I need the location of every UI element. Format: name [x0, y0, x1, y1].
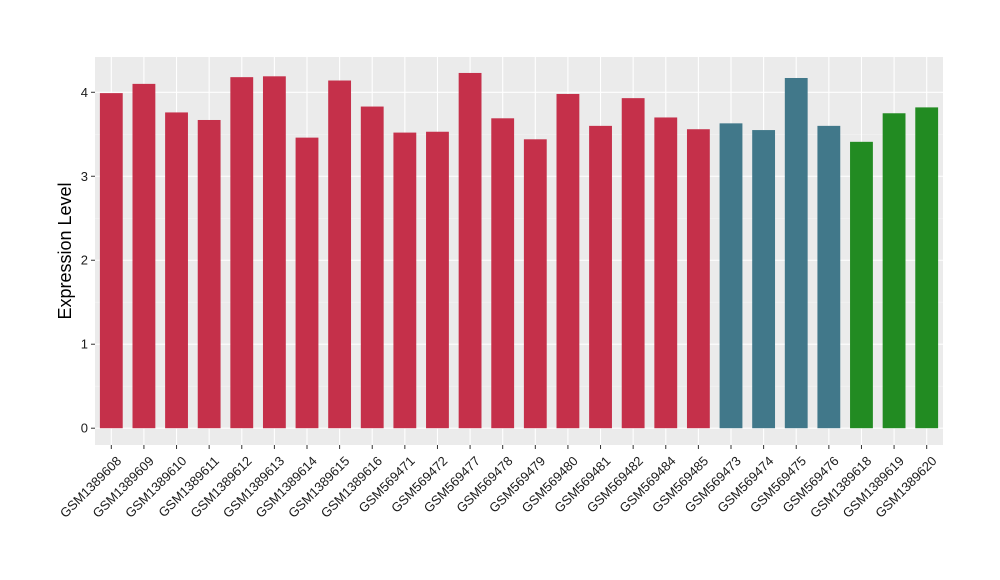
bar-gsm569473 — [719, 123, 743, 429]
bar-gsm1389610 — [165, 112, 188, 429]
x-axis: GSM1389608GSM1389609GSM1389610GSM1389611… — [57, 445, 940, 521]
bar-gsm1389609 — [132, 83, 156, 429]
y-tick-label: 4 — [81, 85, 88, 100]
bar-gsm1389611 — [197, 119, 221, 429]
bar-gsm569476 — [817, 125, 841, 429]
bar-gsm569478 — [491, 118, 515, 429]
bar-gsm569471 — [393, 132, 417, 429]
bar-gsm569485 — [686, 129, 710, 429]
y-tick-label: 3 — [81, 169, 88, 184]
y-tick-label: 0 — [81, 421, 88, 436]
bar-gsm569481 — [589, 125, 612, 429]
y-axis: 0 1 2 3 4 — [81, 85, 95, 436]
bar-gsm569479 — [523, 139, 547, 429]
bar-gsm569482 — [621, 98, 645, 429]
bar-gsm569477 — [458, 72, 482, 429]
bar-gsm1389615 — [328, 80, 352, 429]
bar-gsm1389618 — [850, 141, 873, 429]
y-axis-title: Expression Level — [55, 182, 75, 319]
bar-gsm569472 — [426, 131, 449, 429]
bar-gsm1389608 — [99, 93, 123, 429]
bar-gsm1389613 — [262, 76, 286, 429]
y-tick-label: 2 — [81, 253, 88, 268]
bar-gsm569475 — [784, 77, 808, 429]
bar-gsm1389619 — [882, 113, 906, 429]
bar-gsm569484 — [654, 117, 678, 429]
bar-gsm569474 — [752, 130, 776, 429]
bar-gsm569480 — [556, 93, 580, 429]
bar-gsm1389612 — [230, 77, 254, 429]
y-tick-label: 1 — [81, 337, 88, 352]
bar-gsm1389616 — [360, 106, 384, 429]
bar-gsm1389614 — [295, 137, 319, 429]
bar-gsm1389620 — [915, 107, 939, 429]
bars — [99, 72, 939, 429]
plot-panel — [95, 57, 943, 445]
